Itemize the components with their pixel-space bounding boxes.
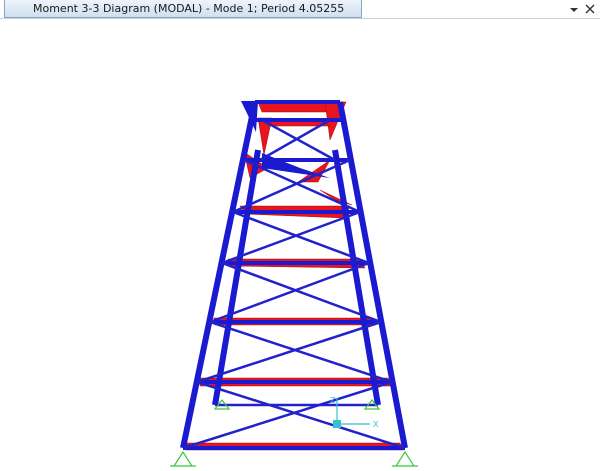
support: [170, 452, 196, 466]
supports: [170, 400, 418, 466]
tower-frame: [183, 101, 405, 450]
tab-menu-button[interactable]: [570, 8, 578, 12]
app-window: Moment 3-3 Diagram (MODAL) - Mode 1; Per…: [0, 0, 600, 471]
model-view: Z X: [0, 0, 600, 471]
tab-close-button[interactable]: [586, 5, 594, 13]
z-axis-label: Z: [330, 396, 336, 405]
x-axis-label: X: [373, 420, 379, 429]
support: [392, 452, 418, 466]
